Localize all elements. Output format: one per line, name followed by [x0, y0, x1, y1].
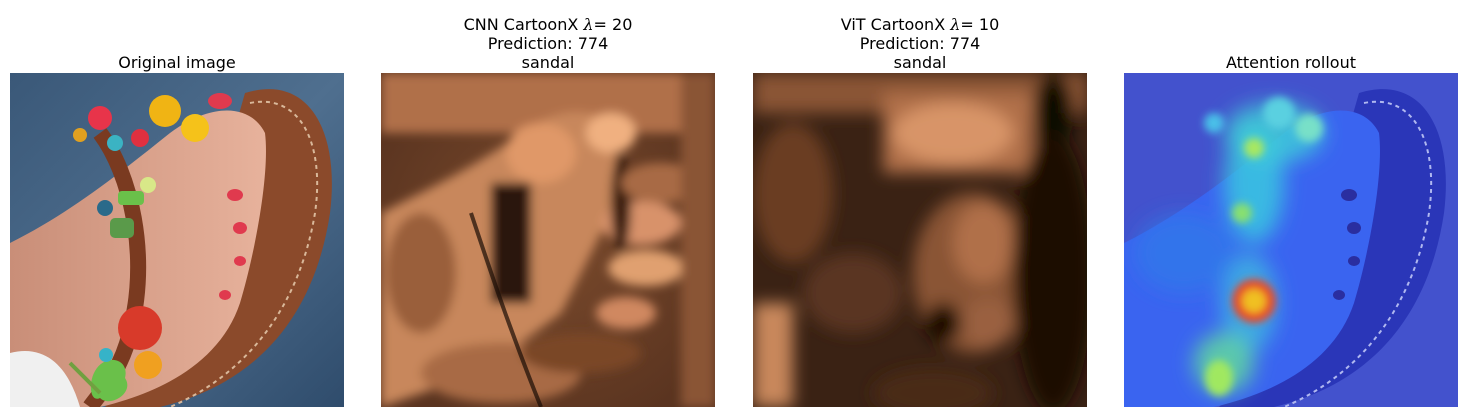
original-image: [10, 73, 344, 407]
panel-title: Attention rollout: [1124, 53, 1458, 72]
vit-cartoonx-drawing: [753, 73, 1087, 407]
panel-attention-rollout: Attention rollout: [1124, 0, 1458, 417]
panel-original: Original image: [10, 0, 344, 417]
title-original: Original image: [118, 53, 236, 72]
prediction-label: Prediction: 774: [859, 34, 981, 53]
original-image-drawing: [10, 73, 344, 407]
lambda-symbol: λ: [950, 15, 961, 34]
lambda-symbol: λ: [583, 15, 594, 34]
lambda-value: = 10: [960, 15, 1000, 34]
title-prefix: CNN CartoonX: [463, 15, 584, 34]
title-prefix: ViT CartoonX: [840, 15, 951, 34]
panel-cnn-cartoonx: CNN CartoonX λ= 20 Prediction: 774 sanda…: [381, 0, 715, 417]
attention-rollout-image: [1124, 73, 1458, 407]
cnn-cartoonx-drawing: [381, 73, 715, 407]
lambda-value: = 20: [593, 15, 633, 34]
class-label: sandal: [521, 53, 575, 72]
panel-vit-cartoonx: ViT CartoonX λ= 10 Prediction: 774 sanda…: [753, 0, 1087, 417]
panel-title: Original image: [10, 53, 344, 72]
title-vit-cartoonx: ViT CartoonX λ= 10: [753, 15, 1087, 34]
panel-title: ViT CartoonX λ= 10 Prediction: 774 sanda…: [753, 15, 1087, 72]
attention-rollout-drawing: [1124, 73, 1458, 407]
panel-title: CNN CartoonX λ= 20 Prediction: 774 sanda…: [381, 15, 715, 72]
vit-cartoonx-image: [753, 73, 1087, 407]
cnn-cartoonx-image: [381, 73, 715, 407]
title-attention-rollout: Attention rollout: [1225, 53, 1357, 72]
title-cnn-cartoonx: CNN CartoonX λ= 20: [381, 15, 715, 34]
class-label: sandal: [893, 53, 947, 72]
prediction-label: Prediction: 774: [487, 34, 609, 53]
